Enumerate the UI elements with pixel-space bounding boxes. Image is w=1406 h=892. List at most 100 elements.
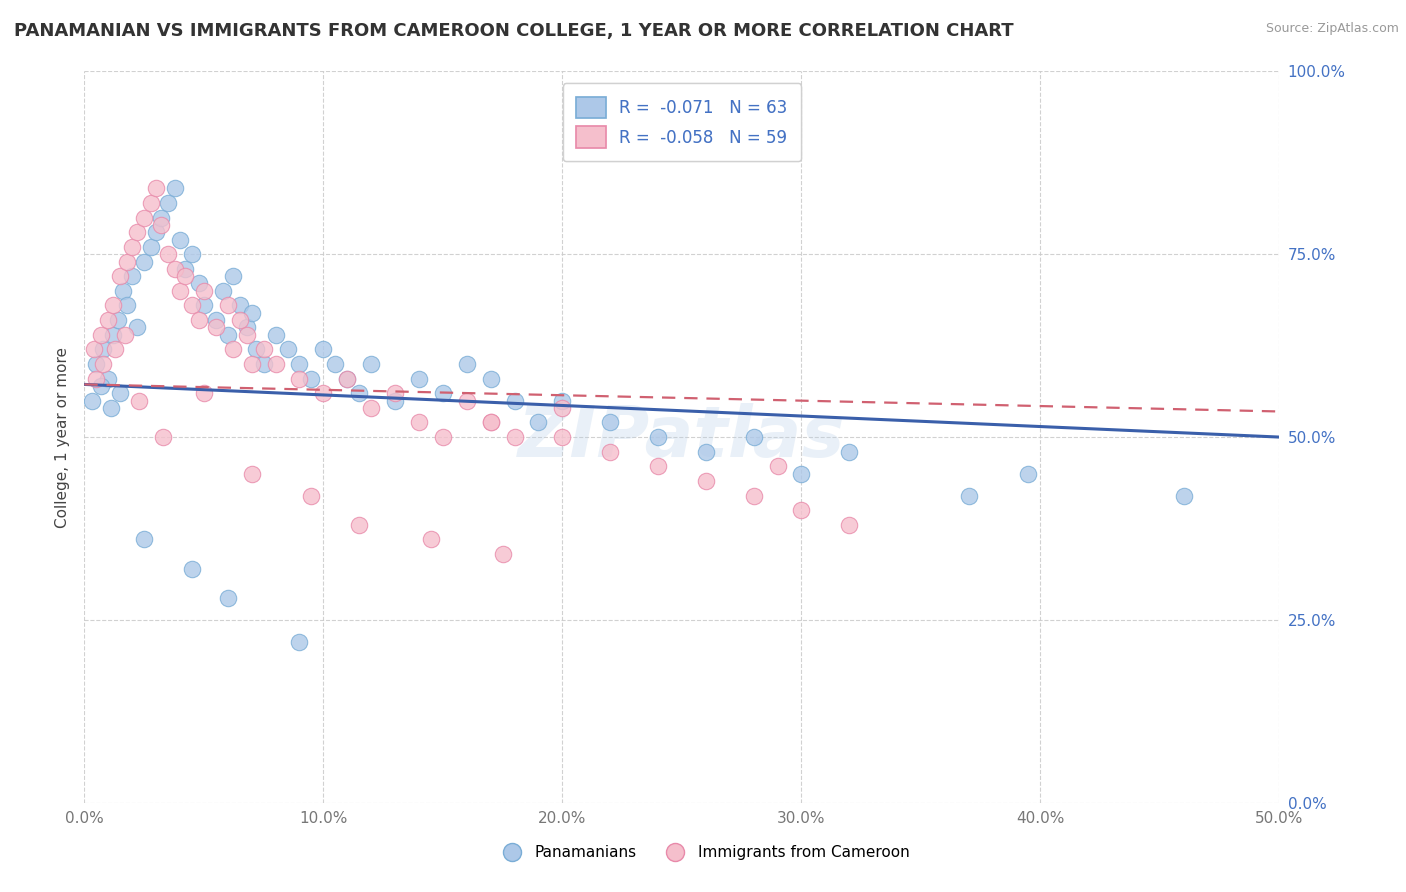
Point — [221, 269, 243, 284]
Point — [599, 416, 621, 430]
Point — [277, 343, 299, 357]
Point — [181, 562, 204, 576]
Text: Source: ZipAtlas.com: Source: ZipAtlas.com — [1265, 22, 1399, 36]
Point — [157, 196, 180, 211]
Point — [104, 343, 127, 357]
Point — [647, 430, 669, 444]
Point — [173, 261, 195, 276]
Point — [527, 416, 550, 430]
Point — [432, 386, 454, 401]
Point — [97, 313, 120, 327]
Point — [193, 284, 215, 298]
Point — [790, 503, 813, 517]
Point — [188, 277, 211, 291]
Point — [212, 284, 235, 298]
Point — [217, 327, 239, 342]
Point — [503, 430, 526, 444]
Point — [253, 357, 276, 371]
Point — [149, 218, 172, 232]
Point — [647, 459, 669, 474]
Point — [114, 327, 136, 342]
Point — [245, 343, 267, 357]
Point — [336, 371, 359, 385]
Point — [169, 284, 191, 298]
Point — [288, 635, 311, 649]
Point — [165, 181, 187, 195]
Point — [456, 393, 478, 408]
Point — [97, 371, 120, 385]
Point — [221, 343, 243, 357]
Point — [408, 416, 430, 430]
Point — [492, 547, 515, 561]
Point — [111, 284, 134, 298]
Point — [432, 430, 454, 444]
Point — [408, 371, 430, 385]
Point — [384, 386, 406, 401]
Point — [83, 343, 105, 357]
Point — [240, 306, 263, 320]
Point — [110, 269, 132, 284]
Point — [838, 517, 860, 532]
Point — [349, 386, 371, 401]
Point — [253, 343, 276, 357]
Point — [1018, 467, 1040, 481]
Point — [229, 313, 252, 327]
Point — [288, 357, 311, 371]
Point — [149, 211, 172, 225]
Point — [217, 298, 239, 312]
Point — [264, 327, 287, 342]
Point — [132, 211, 156, 225]
Point — [695, 444, 717, 458]
Point — [173, 269, 195, 284]
Point — [551, 393, 574, 408]
Point — [312, 343, 335, 357]
Point — [301, 371, 323, 385]
Point — [240, 357, 263, 371]
Point — [766, 459, 789, 474]
Point — [141, 196, 163, 211]
Point — [790, 467, 813, 481]
Point — [695, 474, 717, 488]
Point — [360, 401, 382, 415]
Point — [957, 489, 980, 503]
Point — [169, 233, 191, 247]
Point — [145, 225, 167, 239]
Point — [503, 393, 526, 408]
Point — [325, 357, 347, 371]
Point — [181, 298, 204, 312]
Point — [217, 591, 239, 605]
Point — [551, 430, 574, 444]
Point — [125, 320, 148, 334]
Point — [360, 357, 382, 371]
Point — [152, 430, 174, 444]
Point — [193, 298, 215, 312]
Legend: R =  -0.071   N = 63, R =  -0.058   N = 59: R = -0.071 N = 63, R = -0.058 N = 59 — [562, 83, 801, 161]
Point — [264, 357, 287, 371]
Point — [205, 320, 228, 334]
Point — [141, 240, 163, 254]
Point — [121, 269, 143, 284]
Point — [420, 533, 443, 547]
Point — [240, 467, 263, 481]
Point — [456, 357, 478, 371]
Point — [205, 313, 228, 327]
Point — [157, 247, 180, 261]
Point — [193, 386, 215, 401]
Point — [599, 444, 621, 458]
Point — [288, 371, 311, 385]
Point — [145, 181, 167, 195]
Point — [349, 517, 371, 532]
Point — [93, 357, 115, 371]
Point — [165, 261, 187, 276]
Point — [336, 371, 359, 385]
Point — [132, 533, 156, 547]
Point — [80, 393, 103, 408]
Point — [479, 416, 502, 430]
Point — [1173, 489, 1195, 503]
Point — [117, 254, 139, 268]
Point — [188, 313, 211, 327]
Point — [101, 327, 124, 342]
Point — [107, 313, 129, 327]
Point — [742, 430, 765, 444]
Text: ZIPatlas: ZIPatlas — [519, 402, 845, 472]
